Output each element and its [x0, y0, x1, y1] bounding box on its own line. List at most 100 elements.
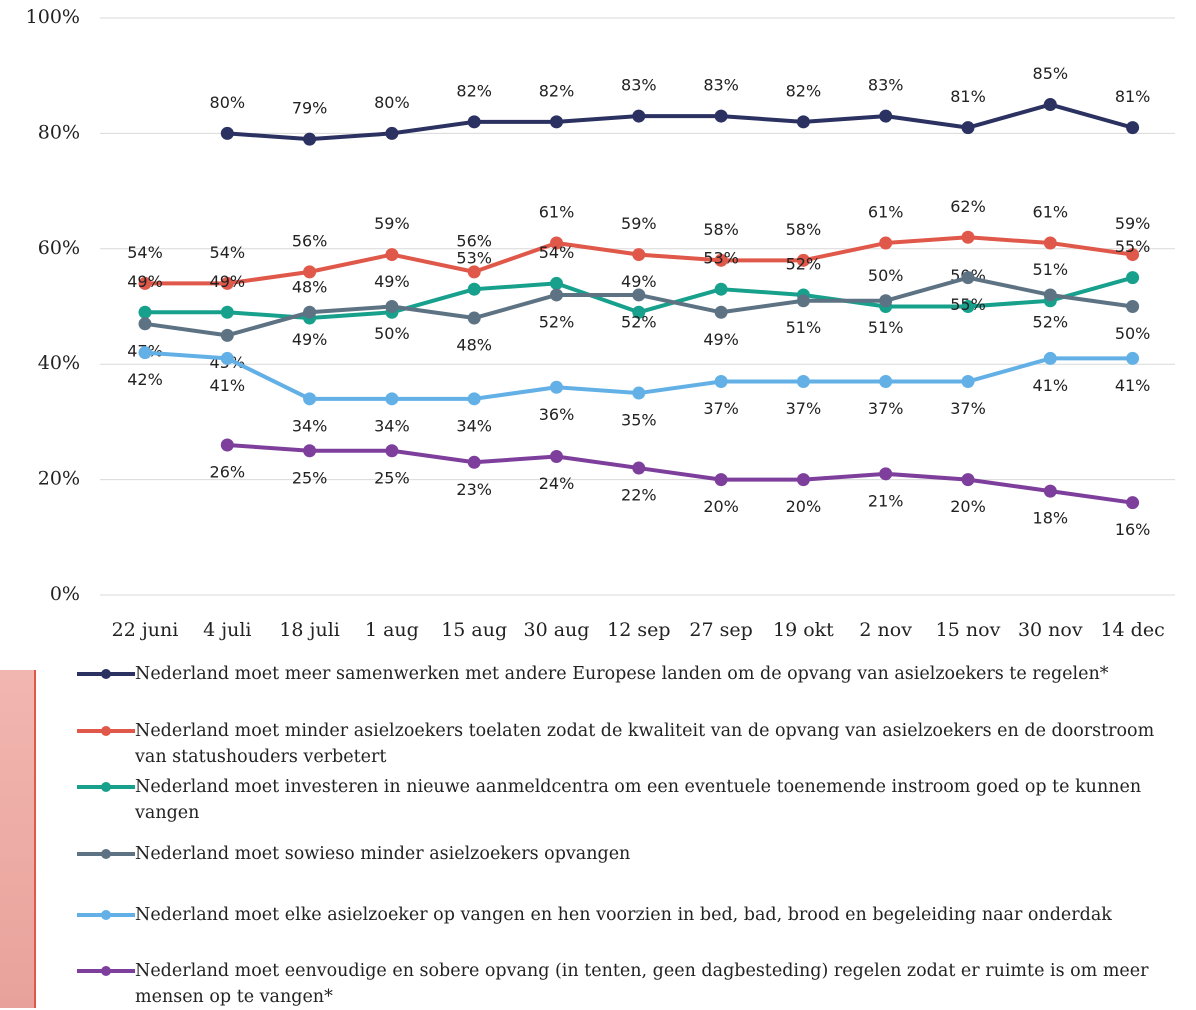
data-label: 79% — [292, 99, 328, 118]
data-point — [879, 375, 893, 389]
x-tick-label: 18 juli — [279, 619, 340, 641]
data-point — [220, 328, 234, 342]
data-point — [550, 380, 563, 394]
legend-swatch — [77, 782, 135, 792]
data-point — [1126, 351, 1140, 365]
legend-entry: Nederland moet meer samenwerken met ande… — [75, 661, 1155, 687]
legend-swatch — [77, 910, 135, 920]
data-label: 16% — [1115, 520, 1151, 539]
data-point — [550, 236, 563, 250]
data-point — [1126, 121, 1140, 135]
data-label: 61% — [868, 203, 904, 222]
data-point — [467, 115, 481, 129]
data-label: 37% — [703, 399, 739, 418]
data-point — [550, 276, 563, 290]
data-point — [303, 305, 317, 319]
data-point — [467, 455, 481, 469]
data-label: 82% — [786, 81, 822, 100]
data-label: 49% — [292, 330, 328, 349]
data-point — [385, 444, 399, 458]
data-label: 81% — [950, 87, 986, 106]
data-point — [1043, 236, 1057, 250]
data-point — [550, 450, 563, 464]
data-point — [550, 115, 563, 129]
data-label: 83% — [621, 76, 657, 95]
x-tick-label: 4 juli — [203, 619, 251, 641]
y-tick-label: 60% — [38, 237, 80, 259]
legend-dot — [101, 849, 111, 859]
x-tick-label: 1 aug — [365, 619, 419, 641]
data-label: 34% — [292, 416, 328, 435]
data-point — [303, 392, 317, 406]
data-point — [714, 109, 728, 123]
y-tick-label: 40% — [38, 352, 80, 374]
legend-entry: Nederland moet minder asielzoekers toela… — [75, 718, 1155, 770]
legend-label: Nederland moet eenvoudige en sobere opva… — [135, 961, 1149, 1007]
data-label: 55% — [1115, 237, 1151, 256]
data-label: 53% — [456, 249, 492, 268]
data-label: 61% — [1033, 203, 1069, 222]
data-point — [961, 271, 975, 285]
data-label: 35% — [621, 411, 657, 430]
data-label: 51% — [868, 318, 904, 337]
x-tick-label: 27 sep — [689, 619, 752, 641]
data-label: 80% — [210, 93, 246, 112]
data-label: 81% — [1115, 87, 1151, 106]
data-point — [385, 126, 399, 140]
x-tick-label: 22 juni — [112, 619, 179, 641]
data-label: 21% — [868, 491, 904, 510]
legend-swatch — [77, 726, 135, 736]
data-point — [138, 317, 152, 331]
data-point — [220, 305, 234, 319]
data-label: 52% — [786, 254, 822, 273]
data-point — [1126, 496, 1140, 510]
data-label: 54% — [210, 243, 246, 262]
data-point — [220, 126, 234, 140]
x-tick-label: 15 nov — [936, 619, 1001, 641]
x-tick-label: 12 sep — [607, 619, 670, 641]
data-label: 26% — [210, 462, 246, 481]
data-label: 55% — [950, 295, 986, 314]
data-point — [961, 230, 975, 244]
data-label: 49% — [703, 330, 739, 349]
data-label: 25% — [292, 468, 328, 487]
data-point — [961, 375, 975, 389]
legend-dot — [101, 910, 111, 920]
y-tick-label: 100% — [26, 6, 80, 28]
data-label: 52% — [1033, 312, 1069, 331]
data-point — [385, 248, 399, 262]
legend-label: Nederland moet investeren in nieuwe aanm… — [135, 777, 1142, 823]
decoration — [0, 670, 36, 1008]
data-label: 59% — [1115, 214, 1151, 233]
legend-dot — [101, 782, 111, 792]
legend-swatch — [77, 849, 135, 859]
data-point — [632, 305, 646, 319]
data-point — [220, 351, 234, 365]
data-label: 52% — [621, 312, 657, 331]
data-label: 50% — [1115, 324, 1151, 343]
data-label: 58% — [786, 220, 822, 239]
data-label: 53% — [703, 249, 739, 268]
data-label: 49% — [374, 272, 410, 291]
data-point — [467, 311, 481, 325]
series-line — [227, 102, 1134, 142]
data-label: 20% — [703, 497, 739, 516]
data-point — [1126, 271, 1140, 285]
data-label: 56% — [292, 231, 328, 250]
data-point — [220, 276, 234, 290]
data-point — [138, 276, 152, 290]
data-point — [796, 294, 810, 308]
y-tick-label: 20% — [38, 468, 80, 490]
y-tick-label: 0% — [50, 583, 80, 605]
data-label: 20% — [786, 497, 822, 516]
data-point — [385, 300, 399, 313]
data-label: 56% — [456, 231, 492, 250]
legend-dot — [101, 726, 111, 736]
data-point — [632, 248, 646, 262]
data-point — [632, 109, 646, 123]
x-tick-label: 2 nov — [859, 619, 912, 641]
data-point — [467, 392, 481, 406]
data-point — [467, 282, 481, 296]
data-label: 23% — [456, 480, 492, 499]
data-label: 59% — [621, 214, 657, 233]
